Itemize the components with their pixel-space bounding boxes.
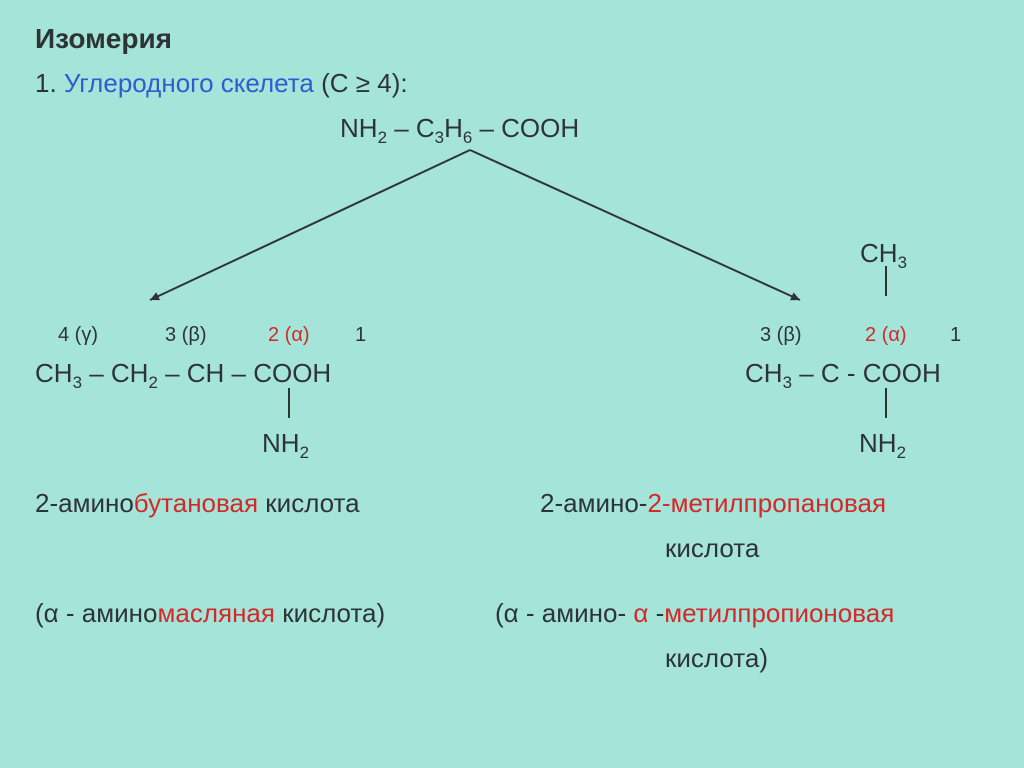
left-iupac-name: 2-аминобутановая кислота — [35, 490, 360, 516]
left-chain-formula: CH3 – CH2 – CH – COOH — [35, 360, 331, 392]
isomerism-type-line: 1. Углеродного скелета (С ≥ 4): — [35, 70, 408, 96]
position-label: 2 (α) — [268, 325, 310, 345]
position-label: 4 (γ) — [58, 325, 98, 345]
right-ch3-top: CH3 — [860, 240, 907, 272]
left-nh2-group: NH2 — [262, 430, 309, 462]
left-trivial-name: (α - аминомасляная кислота) — [35, 600, 385, 626]
position-label: 3 (β) — [165, 325, 207, 345]
slide-title: Изомерия — [35, 25, 172, 53]
right-iupac-name-line2: кислота — [665, 535, 759, 561]
position-label: 3 (β) — [760, 325, 802, 345]
position-label: 1 — [950, 325, 961, 345]
right-trivial-name-line2: кислота) — [665, 645, 768, 671]
slide-canvas: Изомерия 1. Углеродного скелета (С ≥ 4):… — [0, 0, 1024, 768]
right-bond-line — [885, 388, 887, 418]
position-label: 1 — [355, 325, 366, 345]
right-bond-top — [885, 266, 887, 296]
right-trivial-name-line1: (α - амино- α -метилпропионовая — [495, 600, 894, 626]
position-label: 2 (α) — [865, 325, 907, 345]
right-chain-formula: CH3 – C - COOH — [745, 360, 941, 392]
left-bond-line — [288, 388, 290, 418]
right-nh2-group: NH2 — [859, 430, 906, 462]
parent-formula: NH2 – C3H6 – COOH — [340, 115, 579, 147]
right-iupac-name-line1: 2-амино-2-метилпропановая — [540, 490, 886, 516]
